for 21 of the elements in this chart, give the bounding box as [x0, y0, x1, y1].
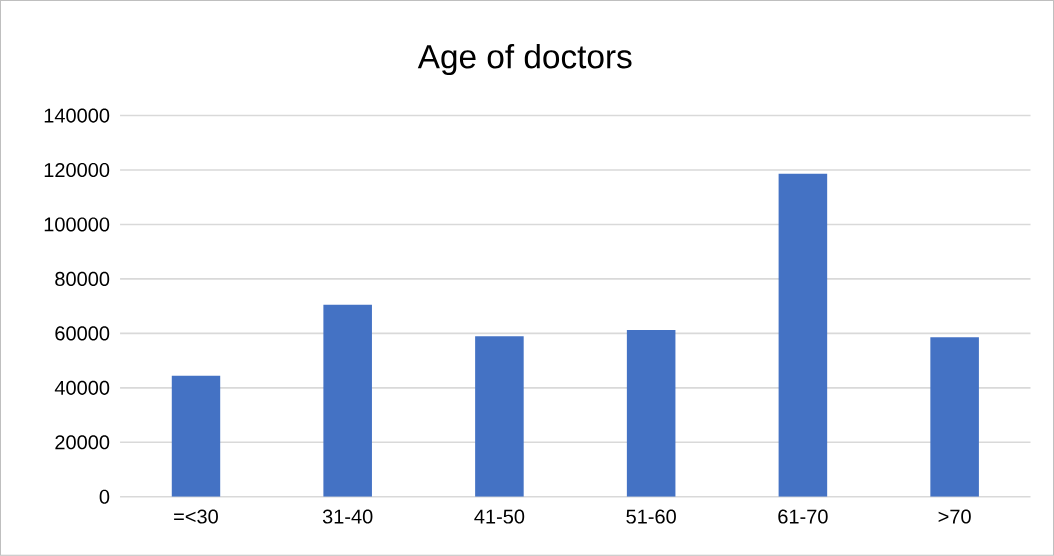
x-tick-label: 61-70 [778, 509, 828, 524]
bar [171, 375, 221, 497]
y-tick-label: 0 [99, 489, 110, 504]
x-tick-label: >70 [938, 509, 971, 524]
x-tick-label: 51-60 [626, 509, 676, 524]
bar [930, 337, 979, 497]
bar [475, 336, 524, 497]
y-tick-label: 20000 [55, 435, 110, 450]
x-tick-label: 31-40 [322, 509, 373, 524]
y-tick-label: 140000 [44, 108, 110, 123]
bar [626, 330, 676, 497]
y-tick-label: 120000 [44, 163, 110, 178]
y-tick-label: 100000 [44, 217, 110, 232]
bar [323, 304, 372, 497]
bar [778, 173, 828, 497]
y-tick-label: 40000 [54, 380, 110, 396]
y-tick-label: 60000 [55, 326, 110, 341]
x-tick-label: =<30 [174, 509, 218, 524]
x-tick-label: 41-50 [474, 509, 525, 524]
y-tick-label: 80000 [55, 271, 110, 287]
chart-title: Age of doctors [417, 44, 632, 76]
